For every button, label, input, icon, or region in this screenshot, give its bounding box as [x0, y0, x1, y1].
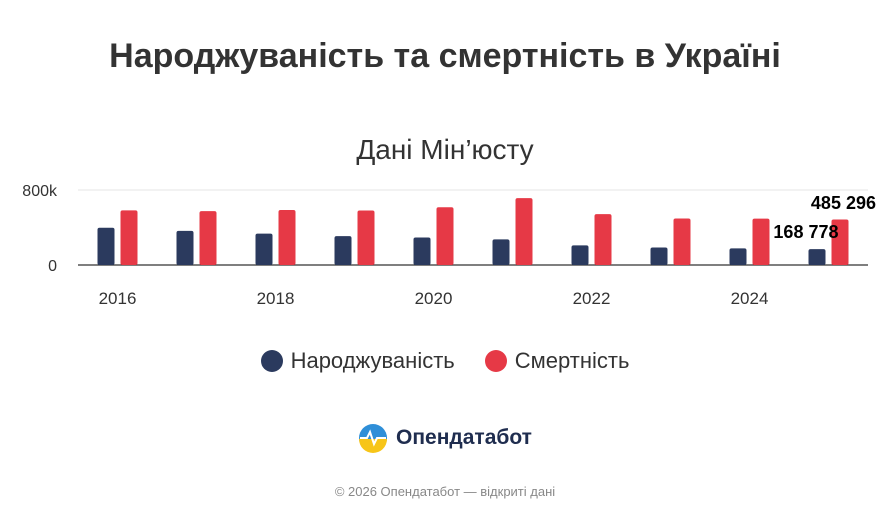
bar-deaths [673, 218, 691, 265]
x-tick-label: 2016 [99, 289, 137, 308]
bar-births [255, 233, 273, 265]
legend-births-label: Народжуваність [290, 348, 455, 373]
bar-births [729, 248, 747, 265]
brand-name: Опендатабот [396, 426, 532, 449]
bar-births [413, 237, 431, 265]
chart-subtitle: Дані Мін’юсту [356, 134, 534, 165]
legend-item-deaths[interactable]: Смертність [484, 348, 630, 374]
bar-births [176, 230, 194, 265]
brand[interactable]: Опендатабот [0, 423, 890, 453]
bar-births [571, 245, 589, 265]
x-tick-label: 2018 [257, 289, 295, 308]
bar-births [650, 247, 668, 265]
y-tick-label: 800k [22, 183, 58, 200]
x-tick-label: 2020 [415, 289, 453, 308]
chart-title: Народжуваність та смертність в Україні [109, 37, 781, 75]
bar-deaths [199, 211, 217, 265]
x-tick-label: 2022 [573, 289, 611, 308]
data-label-deaths: 485 296 [811, 193, 876, 213]
legend-births-dot [260, 350, 283, 372]
bar-deaths [594, 214, 612, 265]
data-label-births: 168 778 [773, 222, 838, 242]
bar-births [492, 239, 510, 265]
bar-births [97, 227, 115, 265]
brand-logo-icon [359, 424, 388, 453]
legend-item-births[interactable]: Народжуваність [260, 348, 455, 374]
y-tick-label: 0 [48, 258, 57, 275]
legend: Народжуваність Смертність [0, 348, 890, 374]
bar-deaths [831, 219, 849, 265]
bar-chart: 0 800k 2016 2018 2020 2022 2024 485 296 168 778 [22, 183, 876, 308]
bar-deaths [436, 207, 454, 265]
bar-deaths [120, 210, 138, 265]
bar-births [808, 249, 826, 265]
bar-births [334, 236, 352, 265]
x-tick-label: 2024 [731, 289, 769, 308]
bar-deaths [278, 209, 296, 265]
legend-deaths-label: Смертність [514, 348, 630, 373]
footer-text: © 2026 Опендатабот — відкриті дані [334, 484, 556, 499]
bar-deaths [357, 210, 375, 265]
bar-deaths [515, 198, 533, 265]
bar-deaths [752, 218, 770, 265]
legend-deaths-dot [484, 350, 507, 372]
